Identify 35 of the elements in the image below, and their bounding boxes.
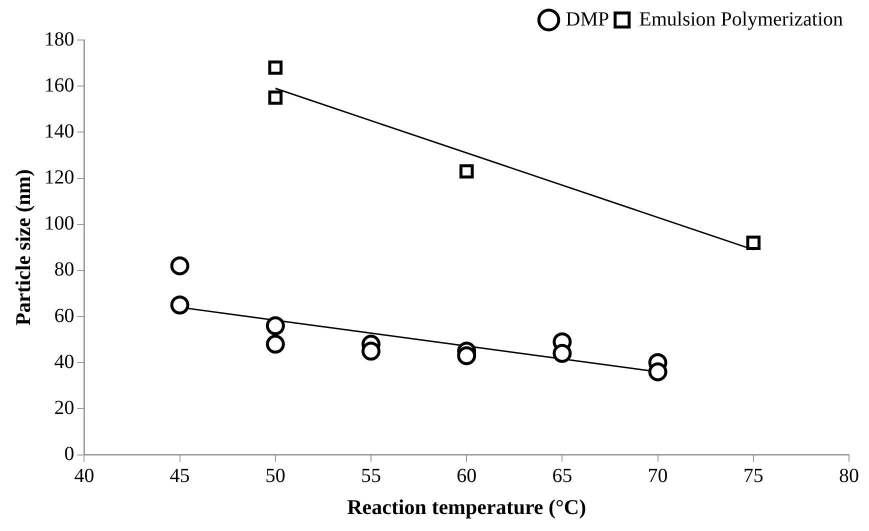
y-tick-label: 80	[54, 258, 74, 281]
y-tick-label: 180	[44, 28, 74, 50]
y-tick-label: 140	[44, 120, 74, 142]
x-tick-label: 45	[170, 465, 190, 488]
y-tick-label: 100	[44, 212, 74, 235]
x-axis-title: Reaction temperature (°C)	[347, 494, 586, 519]
y-tick-label: 20	[54, 396, 74, 419]
x-tick-label: 50	[265, 465, 286, 488]
point	[362, 342, 380, 361]
y-tick-label: 160	[44, 74, 74, 96]
y-tick-label: 60	[54, 304, 74, 327]
y-tick-label: 120	[44, 166, 74, 189]
y-tick-label: 0	[64, 443, 74, 466]
point	[268, 60, 283, 75]
point	[746, 236, 761, 250]
point	[266, 334, 285, 354]
point	[268, 90, 283, 105]
point	[170, 256, 190, 276]
x-tick-label: 80	[839, 465, 859, 488]
y-axis-title: Particle size (nm)	[11, 169, 36, 326]
x-tick-label: 40	[74, 465, 94, 488]
point	[459, 164, 474, 179]
x-tick-label: 60	[456, 465, 477, 488]
x-tick-label: 65	[552, 465, 572, 488]
point	[457, 346, 476, 366]
point	[552, 344, 572, 363]
legend-label: Emulsion Polymerization	[639, 8, 844, 30]
y-tick-label: 40	[54, 350, 74, 373]
point	[648, 362, 668, 382]
x-tick-label: 70	[648, 465, 668, 488]
legend-label: DMP	[566, 8, 610, 30]
x-tick-label: 55	[361, 465, 381, 488]
x-tick-label: 75	[743, 465, 764, 488]
point	[170, 296, 190, 315]
point	[266, 316, 285, 336]
